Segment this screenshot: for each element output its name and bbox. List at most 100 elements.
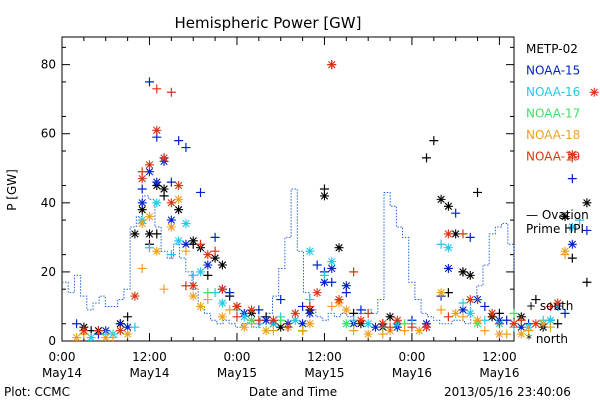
north-point [458, 305, 468, 315]
north-point [305, 246, 315, 256]
x-tick-label-time: 12:00 [132, 350, 167, 364]
south-point [298, 326, 308, 336]
series-metp-02 [79, 136, 592, 336]
south-point [349, 326, 359, 336]
x-tick-label-date: May14 [42, 366, 82, 380]
north-point [188, 291, 198, 301]
north-point [144, 229, 154, 239]
south-point [458, 298, 468, 308]
north-point [203, 260, 213, 270]
data-markers [72, 60, 599, 343]
north-point [334, 243, 344, 253]
north-point [174, 181, 184, 191]
north-point [560, 246, 570, 256]
north-point [181, 219, 191, 229]
south-point [225, 288, 235, 298]
south-point [137, 184, 147, 194]
south-point [545, 322, 555, 332]
x-tick-label-date: May14 [129, 366, 169, 380]
north-point [451, 308, 461, 318]
x-tick-label-date: May16 [479, 366, 519, 380]
south-point [181, 143, 191, 153]
legend-item: NOAA-19 [526, 150, 580, 164]
north-point [567, 239, 577, 249]
north-point [144, 160, 154, 170]
south-point [567, 253, 577, 263]
south-point [72, 319, 82, 329]
north-point [261, 315, 271, 325]
north-point [443, 229, 453, 239]
north-point [305, 308, 315, 318]
north-point [327, 263, 337, 273]
north-point [181, 239, 191, 249]
north-point [137, 205, 147, 215]
y-tick-label: 0 [48, 334, 56, 348]
north-point [166, 198, 176, 208]
south-point [130, 322, 140, 332]
south-point [356, 305, 366, 315]
north-point [290, 315, 300, 325]
south-point [181, 246, 191, 256]
x-tick-label-time: 12:00 [307, 350, 342, 364]
south-point [436, 305, 446, 315]
north-point [166, 222, 176, 232]
x-tick-label-time: 0:00 [398, 350, 425, 364]
north-point [123, 322, 133, 332]
north-point [545, 315, 555, 325]
south-point [494, 319, 504, 329]
north-point [509, 319, 519, 329]
north-point [268, 315, 278, 325]
south-point [188, 270, 198, 280]
north-point [232, 301, 242, 311]
x-tick-label-time: 12:00 [482, 350, 517, 364]
south-point [436, 239, 446, 249]
south-point [166, 87, 176, 97]
north-point [276, 322, 286, 332]
footer-timestamp: 2013/05/16 23:40:06 [444, 385, 571, 399]
south-marker-legend: + south [526, 299, 573, 313]
south-point [203, 295, 213, 305]
north-point [487, 308, 497, 318]
north-point [159, 153, 169, 163]
north-point [392, 315, 402, 325]
south-point [480, 301, 490, 311]
north-point [319, 277, 329, 287]
south-point [276, 295, 286, 305]
north-point [79, 326, 89, 336]
north-point [341, 319, 351, 329]
north-point [86, 333, 96, 343]
south-point [458, 312, 468, 322]
south-point [582, 225, 592, 235]
north-point [217, 312, 227, 322]
north-point [473, 315, 483, 325]
south-point [166, 250, 176, 260]
y-tick-label: 60 [41, 127, 56, 141]
north-point [101, 333, 111, 343]
ovation-hpi-line [62, 188, 515, 328]
north-point [130, 229, 140, 239]
north-point [363, 329, 373, 339]
x-tick-label-date: May15 [304, 366, 344, 380]
south-point [516, 315, 526, 325]
north-point [356, 315, 366, 325]
north-point [144, 167, 154, 177]
north-point [370, 322, 380, 332]
north-point [560, 212, 570, 222]
south-point [545, 301, 555, 311]
north-point [188, 281, 198, 291]
y-tick-label: 80 [41, 58, 56, 72]
south-point [553, 319, 563, 329]
south-point [144, 243, 154, 253]
north-point [414, 326, 424, 336]
north-point [465, 270, 475, 280]
north-point [567, 149, 577, 159]
ovation-legend-line2: Prime HPI [526, 222, 584, 236]
north-point [553, 298, 563, 308]
south-point [582, 277, 592, 287]
north-point [465, 308, 475, 318]
south-point [93, 326, 103, 336]
south-point [400, 326, 410, 336]
north-point [130, 291, 140, 301]
south-point [429, 136, 439, 146]
